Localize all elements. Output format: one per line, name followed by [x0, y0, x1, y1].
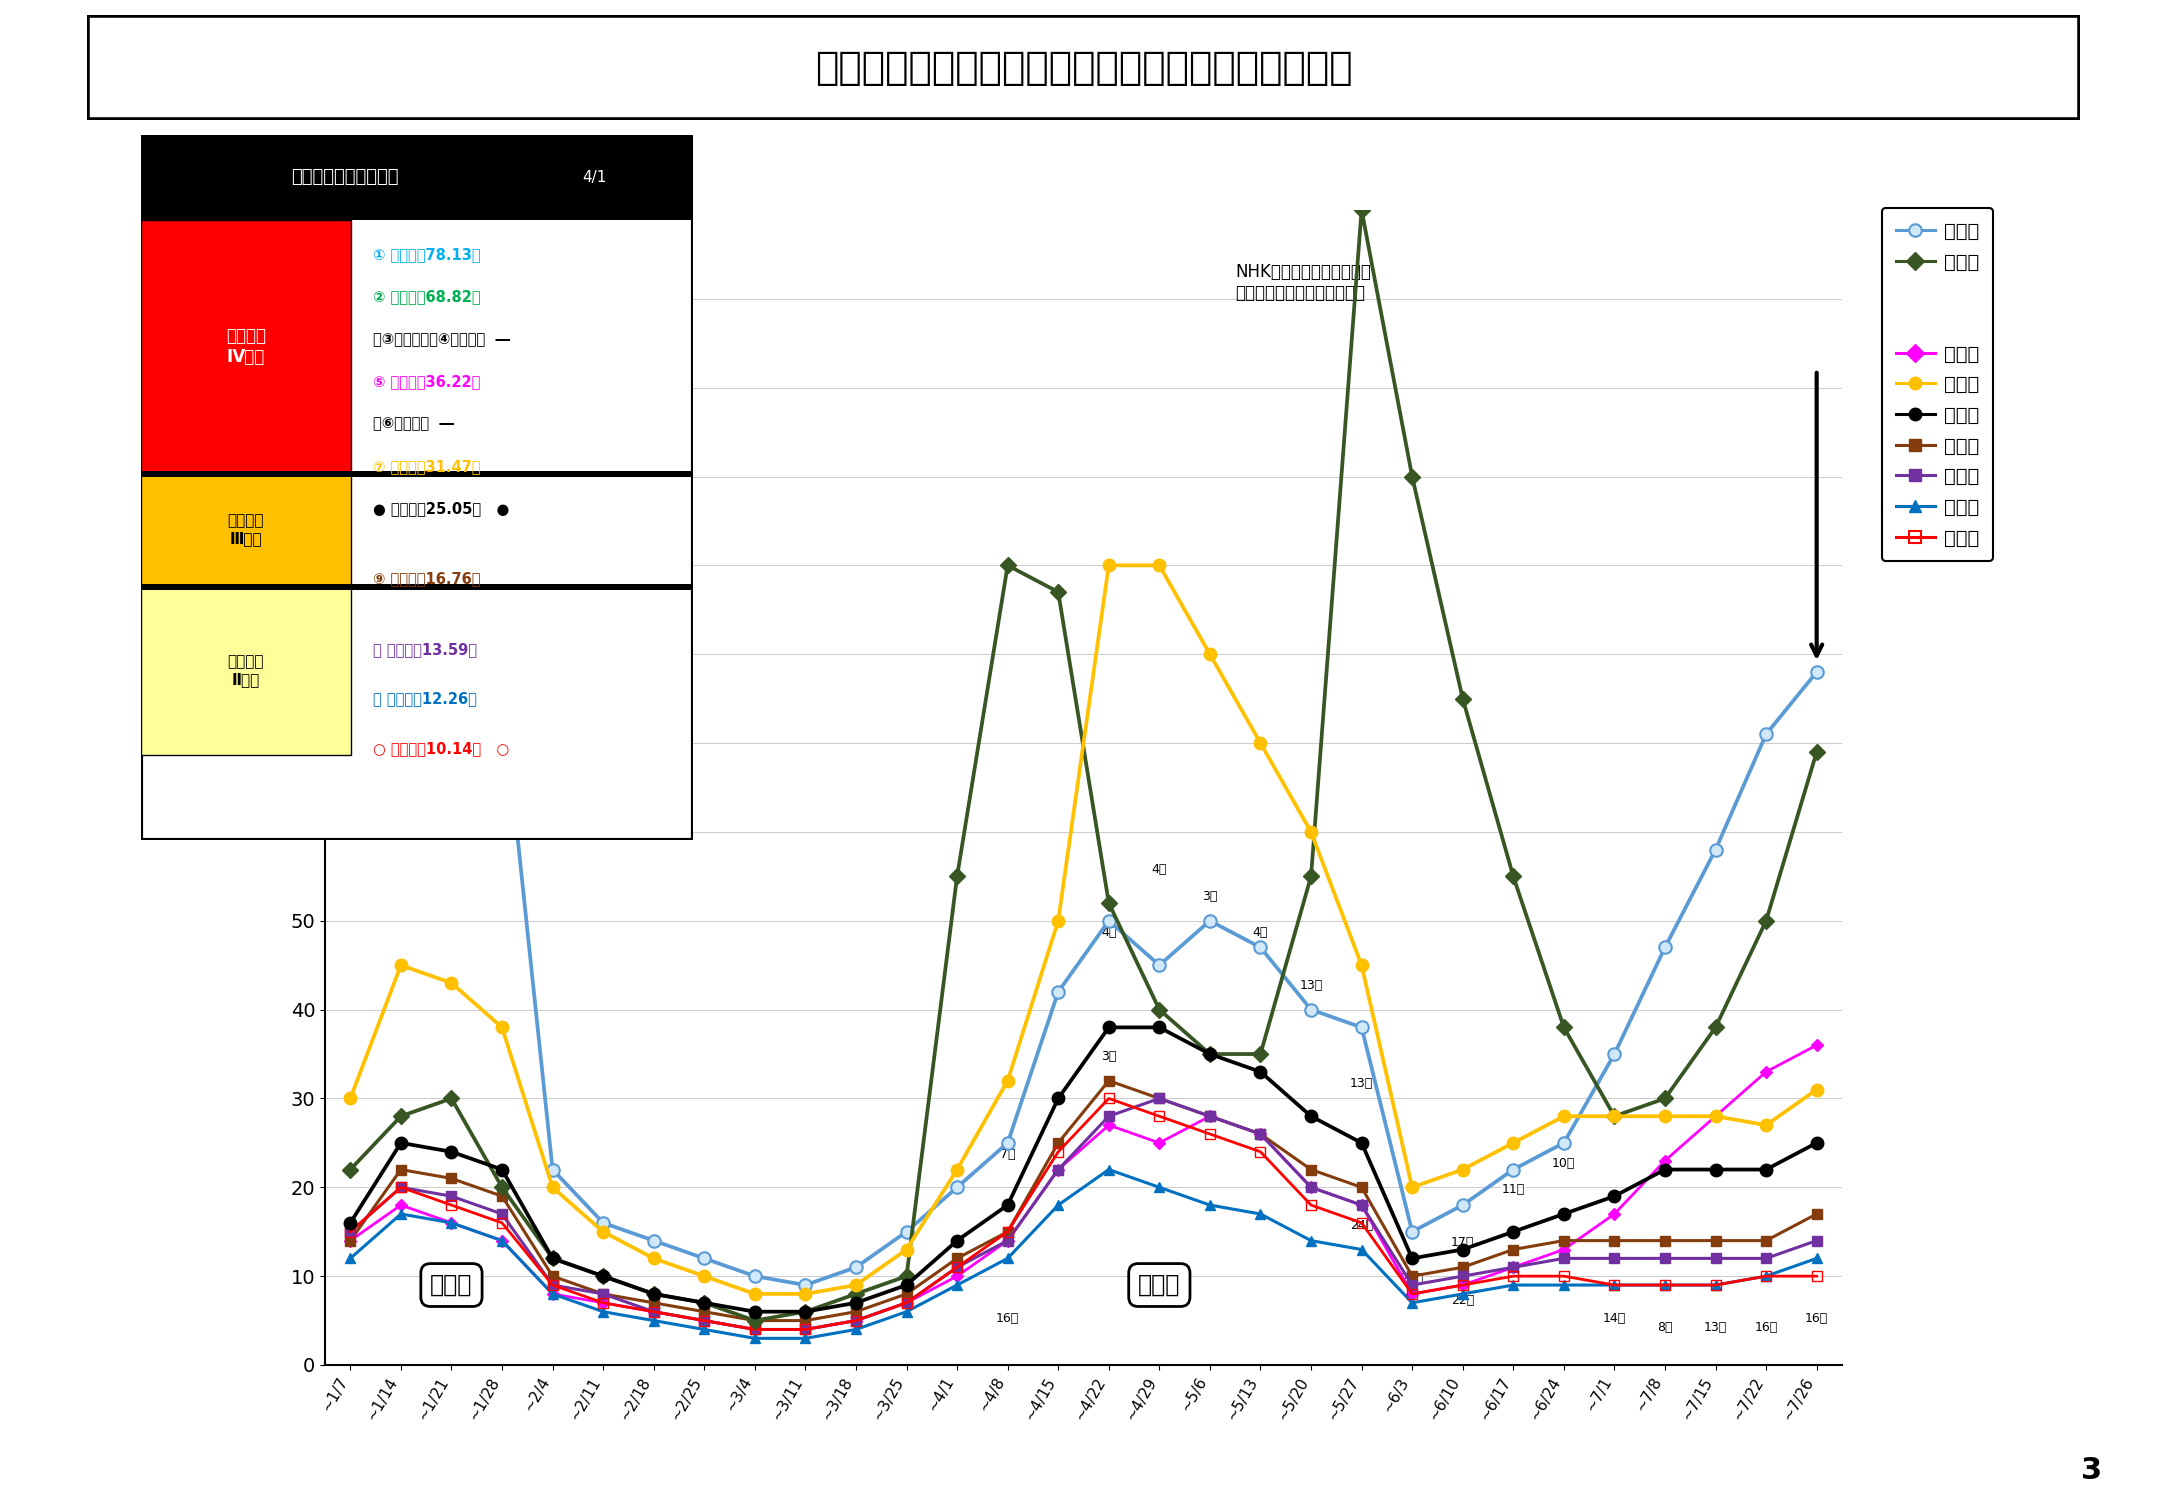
- Bar: [141, 471, 693, 477]
- Text: 16位: 16位: [1755, 1322, 1777, 1334]
- Text: ステージ
Ⅱ相当: ステージ Ⅱ相当: [228, 654, 264, 687]
- Text: ステージ
Ⅲ相当: ステージ Ⅲ相当: [228, 513, 264, 546]
- Text: （⑥石川県）  ―: （⑥石川県） ―: [373, 417, 453, 432]
- Text: ● 全　国：25.05人   ●: ● 全 国：25.05人 ●: [373, 501, 509, 516]
- Text: 16位: 16位: [997, 1312, 1018, 1324]
- Text: 24位: 24位: [1350, 1218, 1374, 1231]
- Text: 17位: 17位: [1452, 1236, 1474, 1250]
- Text: ⑦ 大阪府：31.47人: ⑦ 大阪府：31.47人: [373, 459, 481, 474]
- Text: 10位: 10位: [1552, 1156, 1575, 1170]
- Text: ① 東京都：78.13人: ① 東京都：78.13人: [373, 248, 481, 262]
- Text: 13位: 13位: [1300, 980, 1322, 992]
- Text: 4位: 4位: [1151, 864, 1168, 876]
- Text: 23位: 23位: [1400, 1272, 1424, 1286]
- Bar: [141, 474, 351, 586]
- Text: 4位: 4位: [1101, 926, 1116, 939]
- Text: 4/1: 4/1: [581, 170, 607, 184]
- Text: 3: 3: [2080, 1456, 2102, 1485]
- Text: ７月２６日（月）時点: ７月２６日（月）時点: [293, 168, 399, 186]
- Text: ⑨ 京都府：16.76人: ⑨ 京都府：16.76人: [373, 572, 481, 586]
- Text: 11位: 11位: [1502, 1184, 1526, 1196]
- Text: 13位: 13位: [1703, 1322, 1727, 1334]
- Bar: [141, 135, 693, 219]
- FancyBboxPatch shape: [87, 15, 2080, 120]
- Text: ⑯ 奈良県：12.26人: ⑯ 奈良県：12.26人: [373, 692, 477, 706]
- Text: ⑤ 千葉県：36.22人: ⑤ 千葉県：36.22人: [373, 375, 481, 390]
- Text: NHK「新型コロナウイルス
特設サイト」から引用・集計: NHK「新型コロナウイルス 特設サイト」から引用・集計: [1235, 264, 1372, 302]
- Text: ○ 奈良市：10.14人   ○: ○ 奈良市：10.14人 ○: [373, 741, 509, 756]
- Text: ⑫ 兵庫県：13.59人: ⑫ 兵庫県：13.59人: [373, 642, 477, 657]
- Text: 16位: 16位: [1805, 1312, 1829, 1324]
- Text: （③神奈川県、④埼玉県）  ―: （③神奈川県、④埼玉県） ―: [373, 332, 509, 346]
- Bar: [141, 584, 693, 590]
- Text: 13位: 13位: [1350, 1077, 1374, 1089]
- Y-axis label: （人）: （人）: [251, 768, 271, 807]
- Text: ステージ
Ⅳ相当: ステージ Ⅳ相当: [225, 327, 267, 366]
- Text: 3位: 3位: [1101, 1050, 1116, 1064]
- Bar: [141, 586, 351, 756]
- Text: 第３波: 第３波: [431, 1274, 472, 1298]
- Text: ② 沖縄県：68.82人: ② 沖縄県：68.82人: [373, 290, 481, 304]
- Text: 第４波: 第４波: [1138, 1274, 1181, 1298]
- Text: 7位: 7位: [999, 1148, 1016, 1161]
- Text: 8位: 8位: [1658, 1322, 1673, 1334]
- Text: 4位: 4位: [1253, 926, 1268, 939]
- Text: 直近１週間の人口１０万人当たりの陽性者数の推移: 直近１週間の人口１０万人当たりの陽性者数の推移: [815, 48, 1352, 87]
- Text: 14位: 14位: [1604, 1312, 1625, 1324]
- FancyBboxPatch shape: [141, 135, 693, 840]
- Text: 22位: 22位: [1452, 1294, 1474, 1306]
- Text: 3位: 3位: [1203, 890, 1218, 903]
- Bar: [141, 219, 351, 474]
- Legend: 東京都, 沖縄県, , , 千葉県, 大阪府, 全　国, 京都府, 兵庫県, 奈良県, 奈良市: 東京都, 沖縄県, , , 千葉県, 大阪府, 全 国, 京都府, 兵庫県, 奈…: [1881, 209, 1994, 561]
